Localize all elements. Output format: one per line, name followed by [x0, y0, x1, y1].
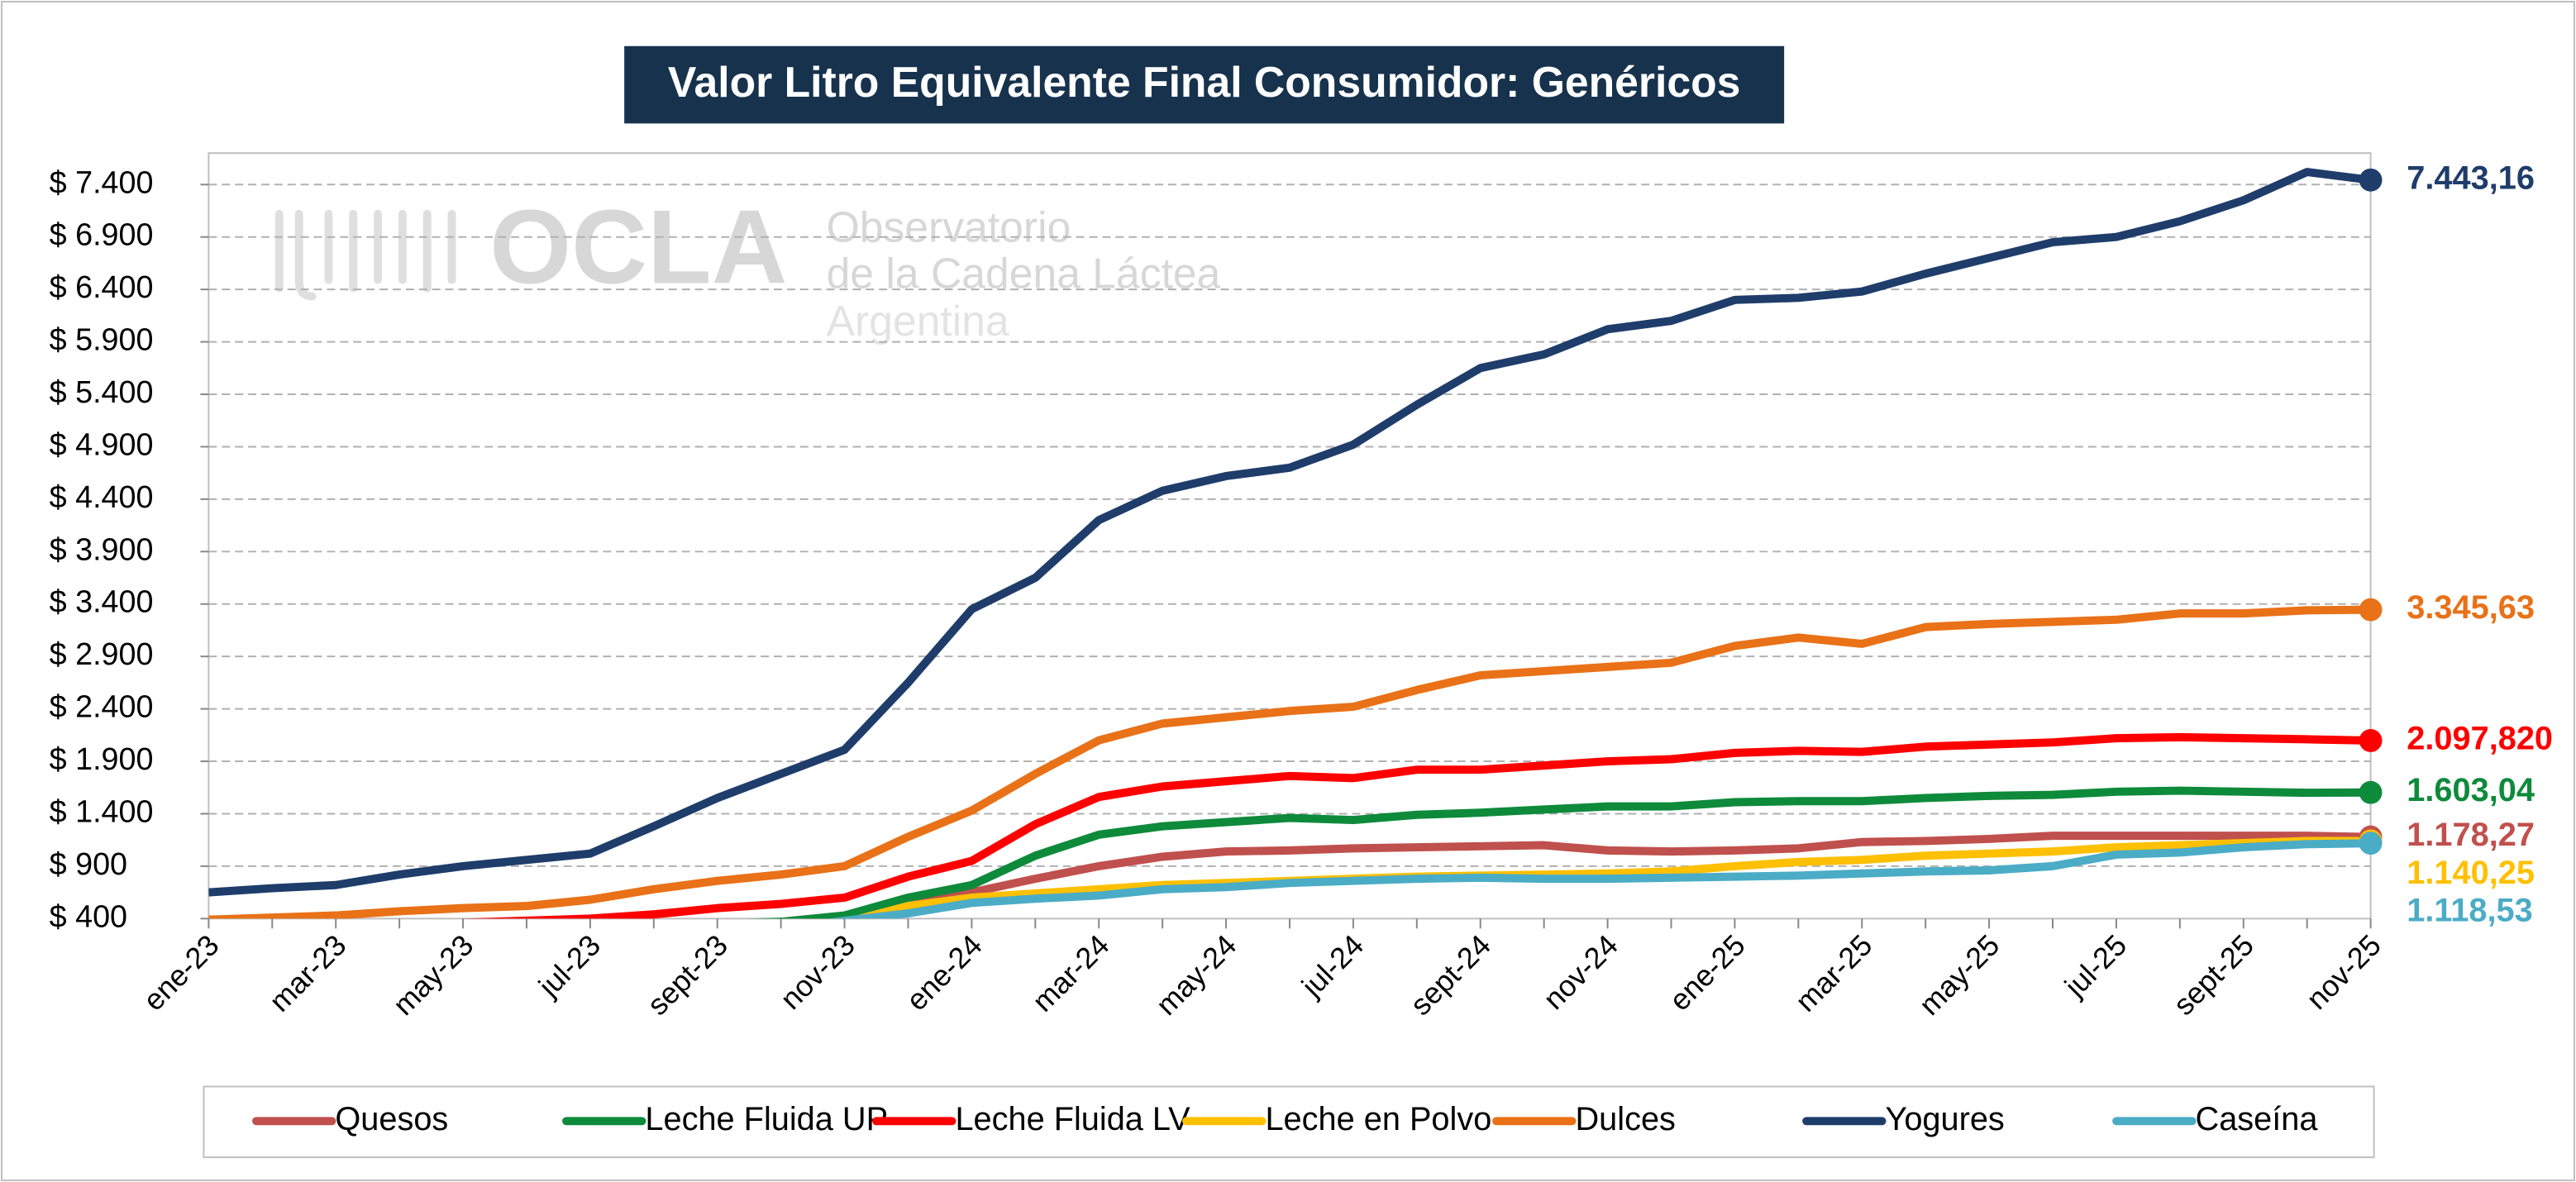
- data-label: 3.345,63: [2407, 589, 2535, 626]
- y-tick-label: $ 4.900: [50, 427, 154, 462]
- y-tick-label: $ 4.400: [50, 480, 154, 515]
- end-marker: [2359, 168, 2383, 192]
- legend-label: Quesos: [335, 1101, 448, 1137]
- plot-lines: [208, 168, 2371, 919]
- watermark-logo: [274, 209, 456, 301]
- legend-label: Leche Fluida LV: [955, 1101, 1190, 1137]
- y-tick-label: $ 3.400: [50, 585, 154, 620]
- watermark-text: Argentina: [827, 297, 1009, 345]
- legend-label: Leche en Polvo: [1265, 1101, 1491, 1137]
- legend-label: Yogures: [1886, 1101, 2005, 1137]
- title-box: [624, 45, 1785, 124]
- y-tick-label: $ 7.400: [50, 165, 154, 200]
- legend-label: Caseína: [2196, 1101, 2319, 1137]
- series-line: [208, 605, 2371, 919]
- y-tick-label: $ 400: [50, 899, 127, 934]
- legend-label: Dulces: [1575, 1101, 1675, 1137]
- end-marker: [2359, 832, 2383, 856]
- y-tick-label: $ 6.900: [50, 218, 154, 253]
- data-label: 2.097,820: [2407, 720, 2553, 756]
- y-tick-label: $ 2.900: [50, 637, 154, 672]
- data-label: 1.118,53: [2407, 893, 2532, 929]
- data-label: 1.603,04: [2407, 772, 2535, 808]
- legend-label: Leche Fluida UP: [645, 1101, 888, 1137]
- end-marker: [2359, 598, 2383, 622]
- y-tick-label: $ 6.400: [50, 270, 154, 305]
- plot-area: [208, 152, 2372, 920]
- data-label: 7.443,16: [2407, 160, 2535, 196]
- y-tick-label: $ 900: [50, 847, 127, 882]
- y-tick-label: $ 3.900: [50, 532, 154, 567]
- end-marker: [2359, 729, 2383, 752]
- data-label: 1.140,25: [2407, 855, 2535, 891]
- watermark-text: Observatorio: [827, 203, 1071, 250]
- series-line: [465, 732, 2371, 919]
- series-line: [828, 839, 2371, 919]
- watermark-text: OCLA: [489, 188, 787, 305]
- series-line: [208, 168, 2371, 897]
- series-line: [751, 786, 2371, 919]
- end-marker: [2359, 780, 2383, 804]
- y-tick-label: $ 2.400: [50, 690, 154, 725]
- y-tick-label: $ 1.900: [50, 742, 154, 777]
- chart-title: Valor Litro Equivalente Final Consumidor…: [668, 58, 1741, 106]
- y-tick-label: $ 1.400: [50, 794, 154, 829]
- data-label: 1.178,27: [2407, 817, 2535, 853]
- y-tick-label: $ 5.400: [50, 375, 154, 410]
- series-line: [804, 832, 2371, 919]
- y-tick-label: $ 5.900: [50, 323, 154, 358]
